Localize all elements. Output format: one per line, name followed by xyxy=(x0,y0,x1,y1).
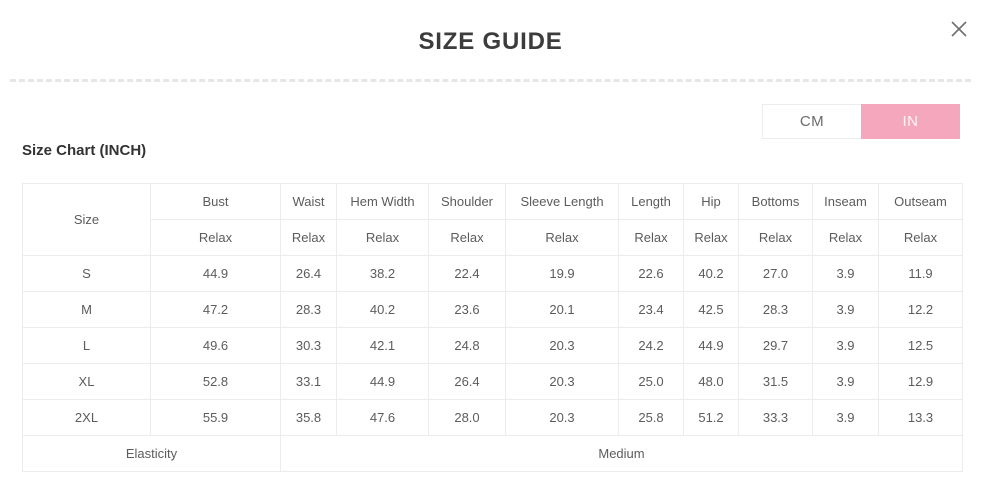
value-cell: 26.4 xyxy=(428,363,506,400)
value-cell: 3.9 xyxy=(812,327,879,364)
column-header-bottoms: Bottoms xyxy=(738,183,813,220)
value-cell: 25.8 xyxy=(618,399,684,436)
table-row-xl: XL 52.8 33.1 44.9 26.4 20.3 25.0 48.0 31… xyxy=(22,363,963,400)
close-icon xyxy=(948,18,970,45)
table-row-l: L 49.6 30.3 42.1 24.8 20.3 24.2 44.9 29.… xyxy=(22,327,963,364)
unit-toggle-cm[interactable]: CM xyxy=(762,104,861,139)
value-cell: 31.5 xyxy=(738,363,813,400)
fit-cell: Relax xyxy=(683,219,739,256)
value-cell: 12.9 xyxy=(878,363,963,400)
fit-cell: Relax xyxy=(618,219,684,256)
value-cell: 12.2 xyxy=(878,291,963,328)
column-header-length: Length xyxy=(618,183,684,220)
fit-cell: Relax xyxy=(428,219,506,256)
fit-cell: Relax xyxy=(505,219,619,256)
section-title: Size Chart (INCH) xyxy=(22,142,147,159)
column-header-sleeve-length: Sleeve Length xyxy=(505,183,619,220)
value-cell: 20.3 xyxy=(505,327,619,364)
value-cell: 40.2 xyxy=(336,291,429,328)
size-cell: S xyxy=(22,255,151,292)
value-cell: 33.1 xyxy=(280,363,337,400)
value-cell: 28.0 xyxy=(428,399,506,436)
value-cell: 48.0 xyxy=(683,363,739,400)
size-cell: 2XL xyxy=(22,399,151,436)
fit-cell: Relax xyxy=(812,219,879,256)
dashed-divider xyxy=(10,79,971,82)
value-cell: 12.5 xyxy=(878,327,963,364)
value-cell: 28.3 xyxy=(280,291,337,328)
value-cell: 42.5 xyxy=(683,291,739,328)
fit-cell: Relax xyxy=(336,219,429,256)
size-header-cell: Size xyxy=(22,183,151,256)
column-header-outseam: Outseam xyxy=(878,183,963,220)
fit-cell: Relax xyxy=(878,219,963,256)
value-cell: 28.3 xyxy=(738,291,813,328)
value-cell: 19.9 xyxy=(505,255,619,292)
value-cell: 40.2 xyxy=(683,255,739,292)
value-cell: 22.4 xyxy=(428,255,506,292)
value-cell: 3.9 xyxy=(812,255,879,292)
value-cell: 23.6 xyxy=(428,291,506,328)
value-cell: 44.9 xyxy=(150,255,281,292)
table-row-s: S 44.9 26.4 38.2 22.4 19.9 22.6 40.2 27.… xyxy=(22,255,963,292)
column-header-shoulder: Shoulder xyxy=(428,183,506,220)
page-title: SIZE GUIDE xyxy=(418,28,563,55)
value-cell: 38.2 xyxy=(336,255,429,292)
value-cell: 29.7 xyxy=(738,327,813,364)
value-cell: 11.9 xyxy=(878,255,963,292)
size-cell: L xyxy=(22,327,151,364)
value-cell: 47.2 xyxy=(150,291,281,328)
value-cell: 42.1 xyxy=(336,327,429,364)
table-row-m: M 47.2 28.3 40.2 23.6 20.1 23.4 42.5 28.… xyxy=(22,291,963,328)
unit-toggle-in[interactable]: IN xyxy=(861,104,960,139)
value-cell: 30.3 xyxy=(280,327,337,364)
elasticity-label-cell: Elasticity xyxy=(22,435,281,472)
column-header-hem-width: Hem Width xyxy=(336,183,429,220)
column-header-inseam: Inseam xyxy=(812,183,879,220)
table-row-2xl: 2XL 55.9 35.8 47.6 28.0 20.3 25.8 51.2 3… xyxy=(22,399,963,436)
table-elasticity-row: Elasticity Medium xyxy=(22,435,963,472)
value-cell: 44.9 xyxy=(683,327,739,364)
value-cell: 3.9 xyxy=(812,399,879,436)
close-button[interactable] xyxy=(945,17,973,45)
unit-toggle: CM IN xyxy=(762,104,960,139)
value-cell: 22.6 xyxy=(618,255,684,292)
table-header-row: Size Bust Waist Hem Width Shoulder Sleev… xyxy=(22,183,963,256)
value-cell: 23.4 xyxy=(618,291,684,328)
column-header-waist: Waist xyxy=(280,183,337,220)
value-cell: 44.9 xyxy=(336,363,429,400)
column-header-bust: Bust xyxy=(150,183,281,220)
value-cell: 55.9 xyxy=(150,399,281,436)
value-cell: 26.4 xyxy=(280,255,337,292)
value-cell: 20.3 xyxy=(505,399,619,436)
size-cell: M xyxy=(22,291,151,328)
size-chart-table: Size Bust Waist Hem Width Shoulder Sleev… xyxy=(22,183,963,472)
fit-cell: Relax xyxy=(280,219,337,256)
value-cell: 20.3 xyxy=(505,363,619,400)
value-cell: 47.6 xyxy=(336,399,429,436)
fit-cell: Relax xyxy=(150,219,281,256)
value-cell: 13.3 xyxy=(878,399,963,436)
size-cell: XL xyxy=(22,363,151,400)
value-cell: 33.3 xyxy=(738,399,813,436)
value-cell: 20.1 xyxy=(505,291,619,328)
fit-cell: Relax xyxy=(738,219,813,256)
value-cell: 24.2 xyxy=(618,327,684,364)
table-fit-row: Relax Relax Relax Relax Relax Relax Rela… xyxy=(23,219,963,256)
column-header-hip: Hip xyxy=(683,183,739,220)
value-cell: 35.8 xyxy=(280,399,337,436)
value-cell: 3.9 xyxy=(812,291,879,328)
value-cell: 25.0 xyxy=(618,363,684,400)
value-cell: 52.8 xyxy=(150,363,281,400)
value-cell: 49.6 xyxy=(150,327,281,364)
value-cell: 24.8 xyxy=(428,327,506,364)
value-cell: 51.2 xyxy=(683,399,739,436)
value-cell: 3.9 xyxy=(812,363,879,400)
elasticity-value-cell: Medium xyxy=(280,435,963,472)
value-cell: 27.0 xyxy=(738,255,813,292)
